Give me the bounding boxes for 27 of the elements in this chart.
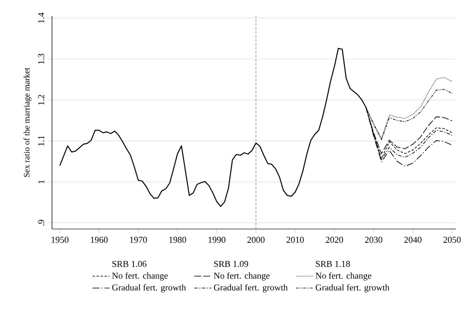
legend-label: No fert. change [214,272,270,281]
legend-label: No fert. change [316,272,372,281]
y-axis-title: Sex ratio of the marriage market [24,68,32,177]
x-tick-label: 2050 [444,236,461,243]
x-tick-label: 1950 [52,236,68,243]
legend-label: Gradual fert. growth [316,284,390,292]
legend-label: Gradual fert. growth [112,284,186,292]
x-tick-label: 1970 [130,236,147,243]
text: SRB 1.18 [316,260,350,267]
x-tick-label: 1980 [169,236,186,243]
text: SRB 1.06 [112,260,146,267]
y-tick-label: 1.1 [38,136,44,146]
y-tick-label: 1 [38,180,44,184]
x-tick-label: 2020 [326,236,344,243]
legend-label: Gradual fert. growth [214,284,288,292]
x-tick-label: 1960 [90,236,108,243]
y-tick-label: 1.2 [38,94,44,105]
y-tick-label: 1.3 [38,54,44,64]
text: SRB 1.09 [214,260,248,267]
x-tick-label: 2010 [286,236,304,243]
y-tick-label: .9 [38,220,44,226]
x-tick-label: 1990 [208,236,226,243]
x-tick-label: 2000 [247,236,265,243]
x-tick-label: 2040 [404,236,422,243]
legend-label: No fert. change [112,272,168,281]
y-tick-label: 1.4 [38,12,44,23]
x-tick-label: 2030 [365,236,382,243]
